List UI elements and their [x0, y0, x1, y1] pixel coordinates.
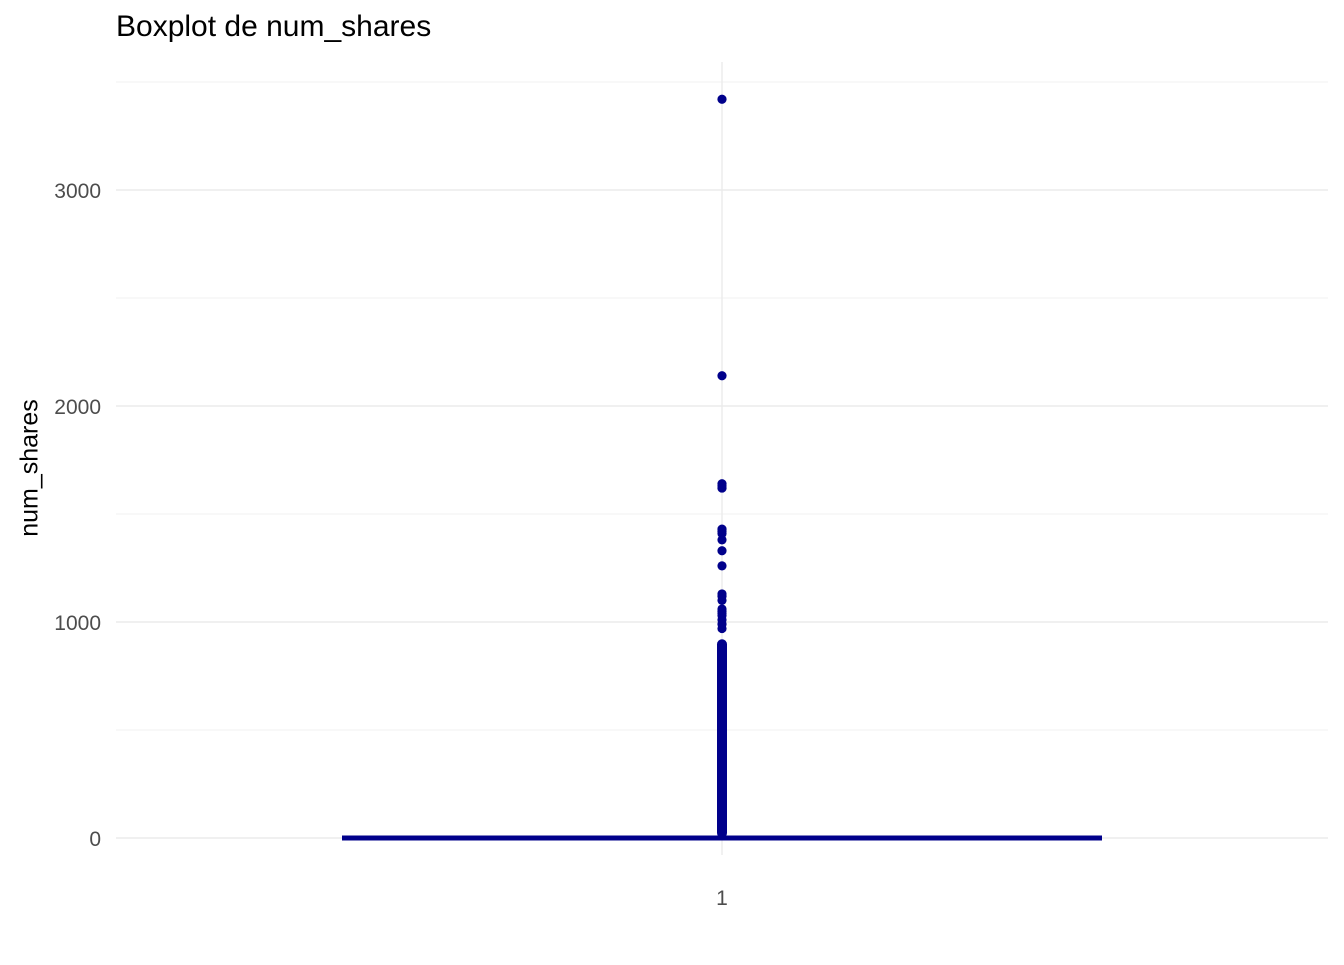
y-axis-label: num_shares	[15, 399, 44, 537]
y-tick-label: 2000	[54, 396, 101, 419]
chart-title: Boxplot de num_shares	[116, 10, 432, 43]
x-tick-label: 1	[716, 887, 728, 910]
y-tick-label: 1000	[54, 612, 101, 635]
outlier-point	[717, 595, 727, 606]
outlier-cluster	[717, 639, 727, 838]
outlier-point	[717, 561, 727, 571]
outlier-point	[717, 535, 727, 545]
y-tick-label: 3000	[54, 180, 101, 203]
outlier-point	[717, 623, 727, 634]
outlier-point	[717, 371, 727, 381]
outlier-point	[717, 528, 727, 539]
outlier-point	[717, 94, 727, 104]
outlier-point	[717, 546, 727, 556]
outlier-point	[717, 483, 727, 493]
y-tick-label: 0	[89, 828, 101, 851]
